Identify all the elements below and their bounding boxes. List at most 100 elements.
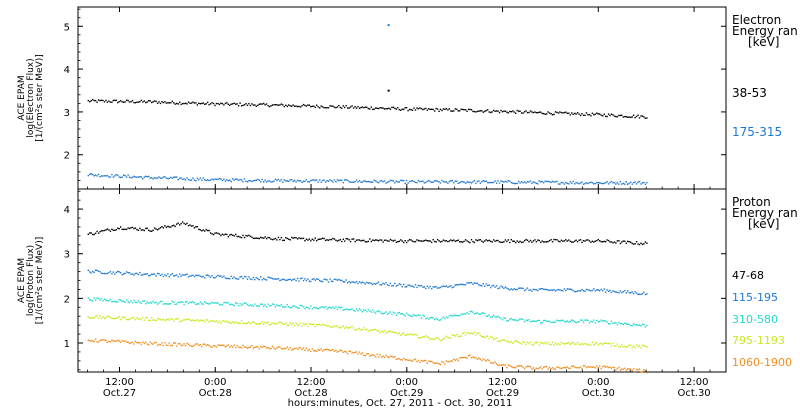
- proton-point: [585, 319, 588, 321]
- electron-point: [227, 180, 229, 182]
- electron-point: [635, 115, 638, 118]
- proton-point: [267, 321, 269, 324]
- proton-point: [321, 350, 324, 352]
- proton-point: [529, 239, 532, 242]
- proton-point: [227, 301, 229, 304]
- proton-point: [117, 339, 119, 342]
- electron-point: [252, 180, 255, 182]
- proton-point: [635, 324, 638, 326]
- proton-point: [120, 341, 122, 343]
- proton-point: [609, 342, 611, 345]
- proton-point: [283, 347, 285, 350]
- proton-point: [87, 339, 89, 341]
- proton-point: [466, 311, 468, 314]
- proton-point: [462, 332, 464, 335]
- proton-point: [467, 282, 470, 284]
- proton-point: [333, 278, 336, 280]
- proton-point: [271, 303, 274, 305]
- proton-point: [572, 241, 574, 243]
- proton-point: [563, 343, 566, 345]
- electron-point: [357, 105, 359, 108]
- proton-point: [405, 312, 408, 314]
- proton-point: [528, 289, 530, 291]
- proton-point: [504, 317, 507, 319]
- electron-point: [590, 181, 592, 183]
- electron-point: [466, 181, 468, 183]
- proton-point: [550, 289, 552, 291]
- electron-point: [311, 179, 313, 181]
- proton-point: [347, 238, 349, 240]
- proton-point: [251, 304, 253, 307]
- electron-point: [478, 110, 480, 112]
- electron-point: [420, 180, 423, 183]
- proton-point: [410, 239, 412, 241]
- proton-point: [215, 232, 218, 234]
- electron-point: [314, 179, 316, 182]
- proton-point: [513, 240, 515, 242]
- proton-point: [229, 346, 231, 348]
- proton-point: [293, 305, 296, 307]
- proton-point: [597, 321, 599, 323]
- proton-point: [467, 332, 470, 334]
- proton-point: [345, 326, 347, 328]
- electron-point: [562, 181, 564, 184]
- proton-point: [416, 239, 418, 241]
- proton-point: [198, 228, 200, 230]
- proton-point: [313, 350, 315, 352]
- proton-point: [114, 273, 116, 275]
- proton-point: [321, 280, 324, 283]
- proton-point: [425, 359, 427, 362]
- electron-point: [87, 99, 89, 102]
- proton-point: [379, 239, 381, 241]
- electron-point: [326, 180, 328, 182]
- electron-point: [503, 110, 505, 112]
- proton-point: [638, 368, 641, 370]
- electron-point: [152, 101, 154, 103]
- electron-point: [531, 111, 533, 113]
- proton-ytick-label: 2: [64, 294, 70, 305]
- proton-point: [492, 314, 495, 317]
- electron-point: [211, 178, 213, 180]
- proton-point: [217, 232, 219, 235]
- proton-point: [115, 340, 117, 342]
- electron-point: [208, 179, 210, 182]
- electron-point: [603, 182, 605, 185]
- proton-point: [388, 312, 390, 314]
- proton-point: [392, 331, 395, 333]
- proton-point: [153, 302, 156, 304]
- proton-point: [164, 225, 166, 227]
- electron-point: [143, 176, 145, 178]
- proton-point: [560, 367, 563, 370]
- proton-point: [360, 240, 362, 242]
- proton-point: [102, 272, 104, 275]
- proton-point: [288, 306, 290, 308]
- electron-point: [373, 179, 375, 181]
- electron-point: [529, 180, 532, 182]
- proton-point: [173, 275, 175, 277]
- proton-point: [423, 315, 425, 317]
- proton-point: [288, 238, 290, 240]
- electron-point: [335, 181, 337, 183]
- proton-point: [149, 341, 151, 343]
- proton-point: [613, 290, 616, 293]
- proton-point: [444, 240, 446, 242]
- electron-point: [423, 108, 425, 110]
- proton-point: [109, 230, 112, 232]
- proton-point: [179, 321, 181, 323]
- electron-point: [441, 109, 443, 112]
- electron-point: [282, 181, 284, 183]
- proton-point: [252, 305, 255, 307]
- proton-point: [330, 349, 333, 352]
- proton-point: [380, 312, 383, 315]
- proton-point: [497, 239, 499, 242]
- electron-point: [354, 106, 356, 108]
- proton-point: [103, 229, 106, 232]
- proton-point: [209, 276, 212, 278]
- proton-point: [370, 311, 372, 313]
- proton-point: [319, 307, 321, 309]
- proton-point: [457, 284, 459, 286]
- proton-point: [339, 279, 341, 281]
- proton-point: [276, 239, 278, 241]
- electron-point: [507, 112, 509, 114]
- proton-point: [607, 342, 610, 345]
